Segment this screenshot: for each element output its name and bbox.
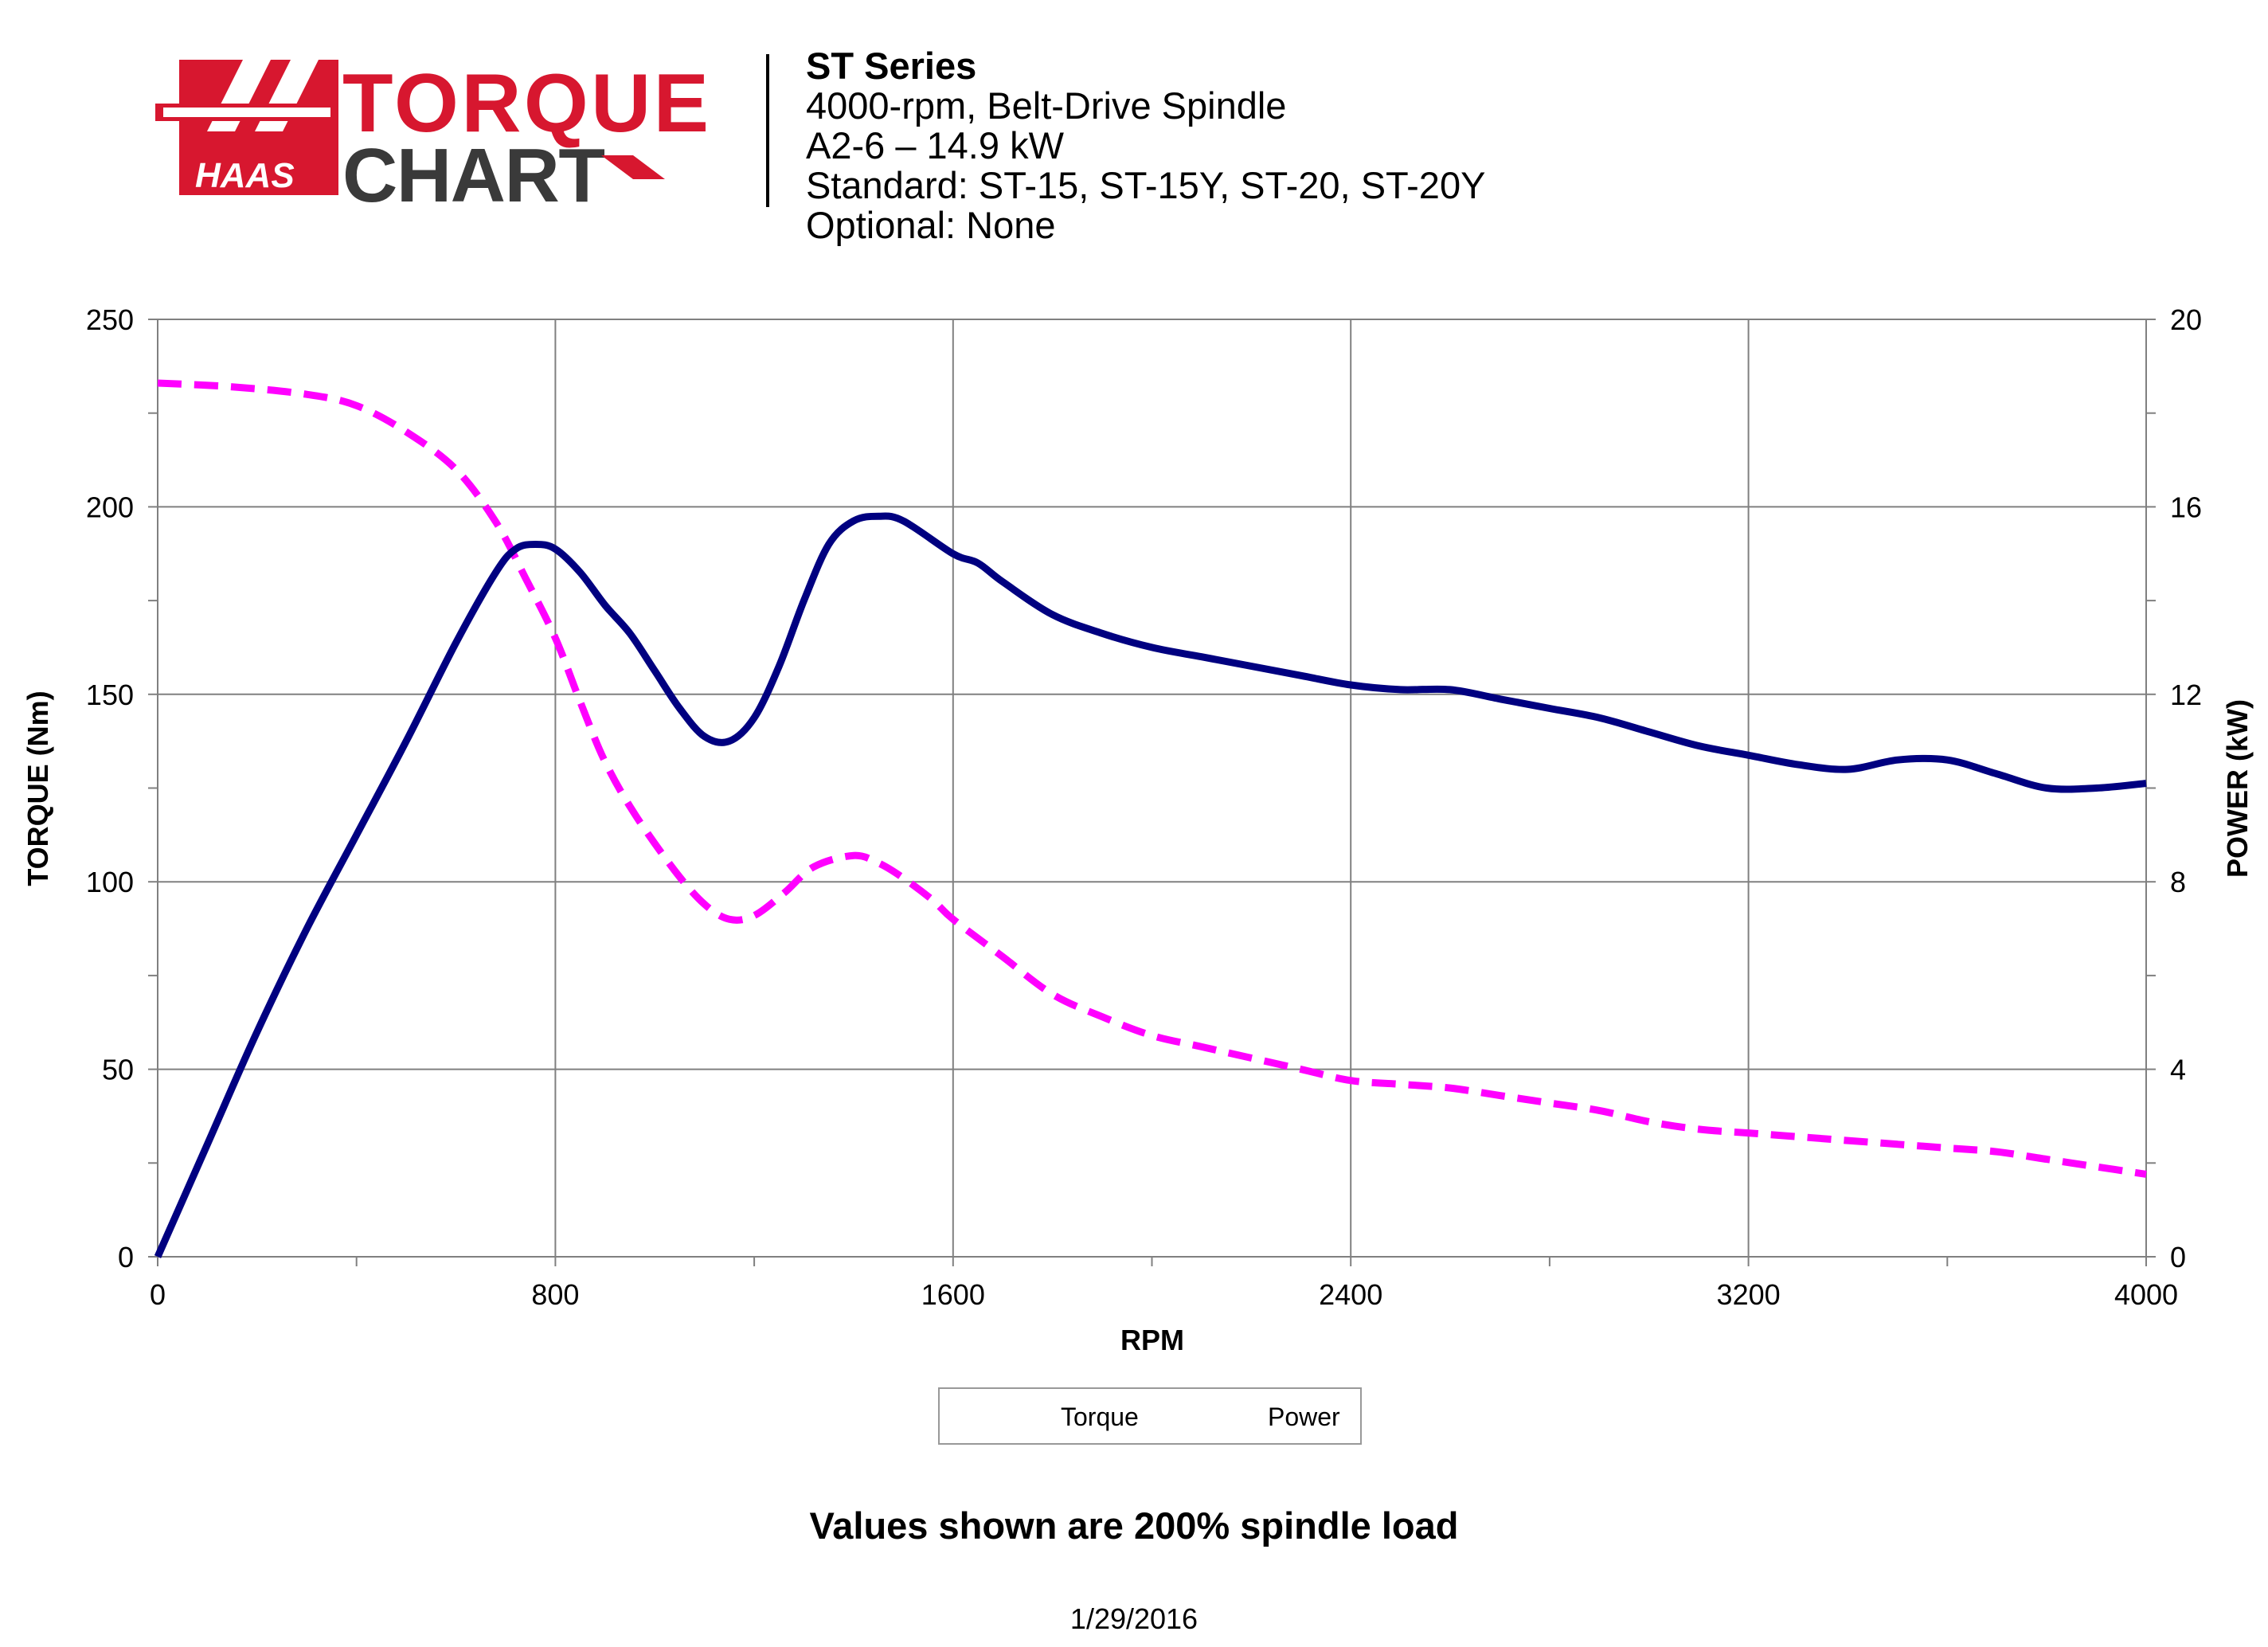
chart-grid bbox=[158, 319, 2146, 1257]
y2-axis-label: POWER (kW) bbox=[2221, 699, 2254, 878]
haas-torque-chart-logo: HAAS TORQUE CHART bbox=[155, 52, 709, 211]
logo-brand-text: HAAS bbox=[195, 156, 295, 195]
y2-tick-label: 12 bbox=[2170, 679, 2202, 711]
header-title: ST Series bbox=[806, 45, 977, 87]
series-line-power bbox=[154, 512, 2147, 1258]
x-tick-label: 1600 bbox=[921, 1278, 985, 1311]
header-line-optional: Optional: None bbox=[806, 204, 1056, 246]
header-line-power: A2-6 – 14.9 kW bbox=[806, 124, 1064, 166]
header-line-spindle: 4000-rpm, Belt-Drive Spindle bbox=[806, 84, 1287, 127]
y2-tick-label: 4 bbox=[2170, 1054, 2186, 1086]
chart-date: 1/29/2016 bbox=[1069, 1602, 1199, 1635]
x-tick-label: 3200 bbox=[1717, 1278, 1781, 1311]
spindle-load-note: Values shown are 200% spindle load bbox=[809, 1504, 1459, 1547]
chart-legend: Torque Power bbox=[938, 1387, 1362, 1445]
x-axis-label: RPM bbox=[1120, 1324, 1184, 1356]
chart-series bbox=[154, 379, 2147, 1258]
y2-tick-label: 16 bbox=[2170, 491, 2202, 523]
header-line-standard: Standard: ST-15, ST-15Y, ST-20, ST-20Y bbox=[806, 164, 1486, 206]
y2-tick-label: 8 bbox=[2170, 866, 2186, 898]
y-tick-label: 50 bbox=[102, 1054, 134, 1086]
y2-tick-label: 20 bbox=[2170, 303, 2202, 336]
legend-label-torque: Torque bbox=[1061, 1402, 1139, 1431]
series-line-torque bbox=[157, 379, 2147, 1178]
logo-word-chart: CHART bbox=[342, 133, 605, 211]
y2-tick-label: 0 bbox=[2170, 1241, 2186, 1273]
legend-label-power: Power bbox=[1268, 1402, 1340, 1431]
y-tick-label: 200 bbox=[86, 491, 134, 523]
x-tick-label: 2400 bbox=[1319, 1278, 1382, 1311]
chart-header: ST Series 4000-rpm, Belt-Drive Spindle A… bbox=[806, 46, 1485, 245]
y-tick-label: 0 bbox=[118, 1241, 134, 1273]
y-axis-label: TORQUE (Nm) bbox=[22, 690, 54, 886]
header-divider bbox=[766, 54, 769, 207]
logo-haas-bar-white bbox=[163, 108, 330, 117]
logo-word-torque: TORQUE bbox=[342, 57, 709, 150]
y-tick-label: 250 bbox=[86, 303, 134, 336]
y-tick-label: 100 bbox=[86, 866, 134, 898]
x-tick-label: 4000 bbox=[2114, 1278, 2178, 1311]
x-tick-label: 800 bbox=[531, 1278, 579, 1311]
x-tick-label: 0 bbox=[150, 1278, 166, 1311]
chart-axes: 0 800 1600 2400 3200 4000 0 50 100 150 200 250 0 4 8 12… bbox=[86, 303, 2202, 1311]
y-tick-label: 150 bbox=[86, 679, 134, 711]
logo-q-tail bbox=[601, 155, 665, 179]
